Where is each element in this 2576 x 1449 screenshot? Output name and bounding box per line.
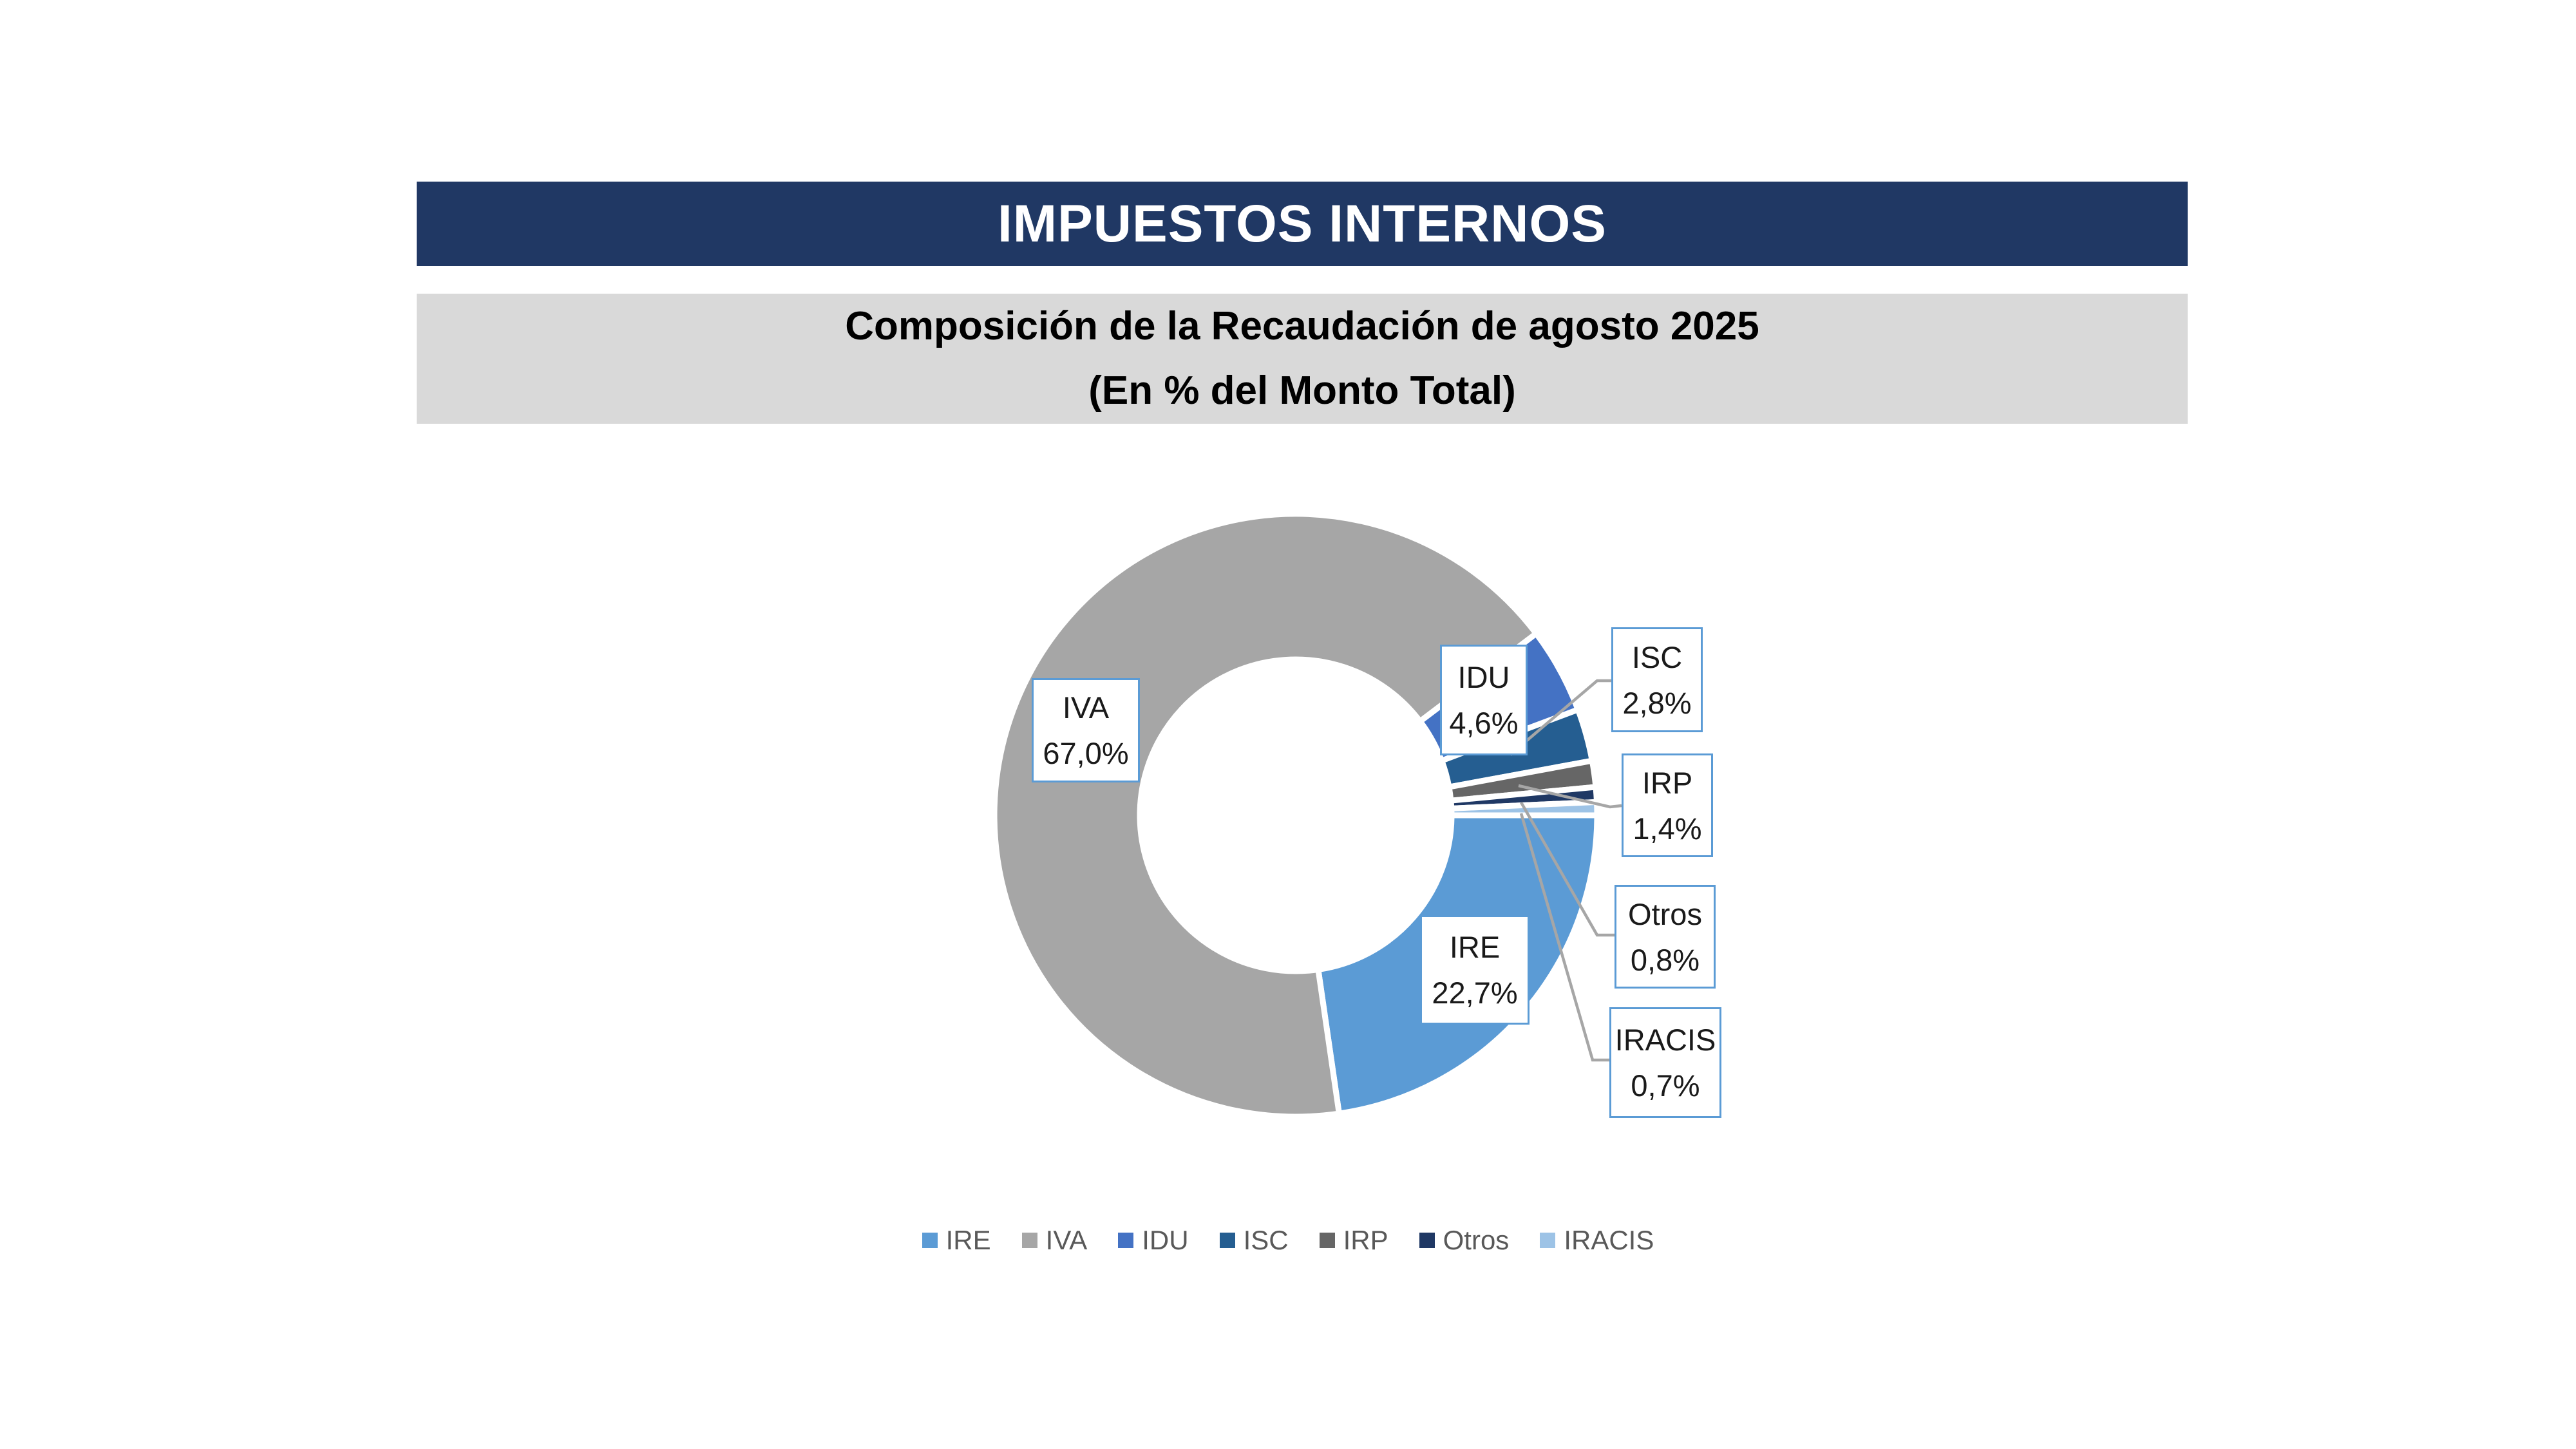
chart-subtitle-line1: Composición de la Recaudación de agosto … (845, 304, 1759, 348)
legend-marker-otros (1419, 1233, 1435, 1248)
data-label-value: 22,7% (1432, 976, 1518, 1010)
data-label-iva: IVA 67,0% (1032, 678, 1140, 782)
leader-line-irp (1518, 784, 1622, 809)
legend-marker-iracis (1540, 1233, 1556, 1248)
legend-item-otros: Otros (1419, 1225, 1510, 1256)
legend-item-isc: ISC (1219, 1225, 1289, 1256)
data-label-name: IVA (1062, 690, 1110, 724)
data-label-name: Otros (1628, 896, 1702, 931)
data-label-name: IRE (1449, 930, 1501, 964)
legend-item-irp: IRP (1319, 1225, 1388, 1256)
legend-marker-isc (1219, 1233, 1235, 1248)
legend-marker-irp (1319, 1233, 1335, 1248)
legend-marker-ire (922, 1233, 938, 1248)
page-title: IMPUESTOS INTERNOS (998, 194, 1607, 253)
legend-label-iracis: IRACIS (1564, 1225, 1654, 1255)
data-label-value: 0,8% (1630, 942, 1700, 977)
data-label-name: IRACIS (1615, 1023, 1716, 1057)
data-label-value: 1,4% (1633, 811, 1702, 846)
leader-line-isc (1509, 679, 1611, 756)
data-label-value: 0,7% (1631, 1068, 1700, 1103)
legend-item-idu: IDU (1118, 1225, 1189, 1256)
data-label-value: 4,6% (1449, 706, 1519, 740)
data-label-ire: IRE 22,7% (1420, 915, 1530, 1025)
subtitle-bar: Composición de la Recaudación de agosto … (417, 294, 2188, 424)
data-label-isc: ISC 2,8% (1611, 627, 1703, 732)
title-bar: IMPUESTOS INTERNOS (417, 182, 2188, 266)
legend-label-idu: IDU (1142, 1225, 1189, 1255)
legend-marker-iva (1021, 1233, 1037, 1248)
data-label-value: 67,0% (1043, 736, 1129, 770)
data-label-name: ISC (1631, 639, 1683, 674)
legend-label-iva: IVA (1045, 1225, 1088, 1255)
legend-item-iracis: IRACIS (1540, 1225, 1654, 1256)
slice-iva (991, 511, 1540, 1120)
data-label-name: IRP (1642, 765, 1693, 800)
legend-label-irp: IRP (1343, 1225, 1388, 1255)
data-label-idu: IDU 4,6% (1440, 645, 1528, 755)
legend-item-iva: IVA (1021, 1225, 1088, 1256)
chart-subtitle-line2: (En % del Monto Total) (1088, 368, 1516, 413)
donut-slices (991, 511, 1600, 1120)
legend-label-ire: IRE (945, 1225, 991, 1255)
legend-label-otros: Otros (1443, 1225, 1510, 1255)
legend-item-ire: IRE (922, 1225, 991, 1256)
chart-legend: IRE IVA IDU ISC IRP Otros IRACIS (0, 1221, 2576, 1260)
data-label-irp: IRP 1,4% (1622, 753, 1713, 857)
leader-line-otros (1520, 801, 1615, 937)
legend-marker-idu (1118, 1233, 1134, 1248)
data-label-value: 2,8% (1622, 685, 1692, 720)
leader-line-iracis (1519, 813, 1609, 1062)
legend-label-isc: ISC (1243, 1225, 1289, 1255)
leader-lines (1509, 679, 1622, 1062)
data-label-name: IDU (1457, 660, 1510, 694)
data-label-otros: Otros 0,8% (1615, 885, 1716, 989)
data-label-iracis: IRACIS 0,7% (1609, 1007, 1721, 1118)
